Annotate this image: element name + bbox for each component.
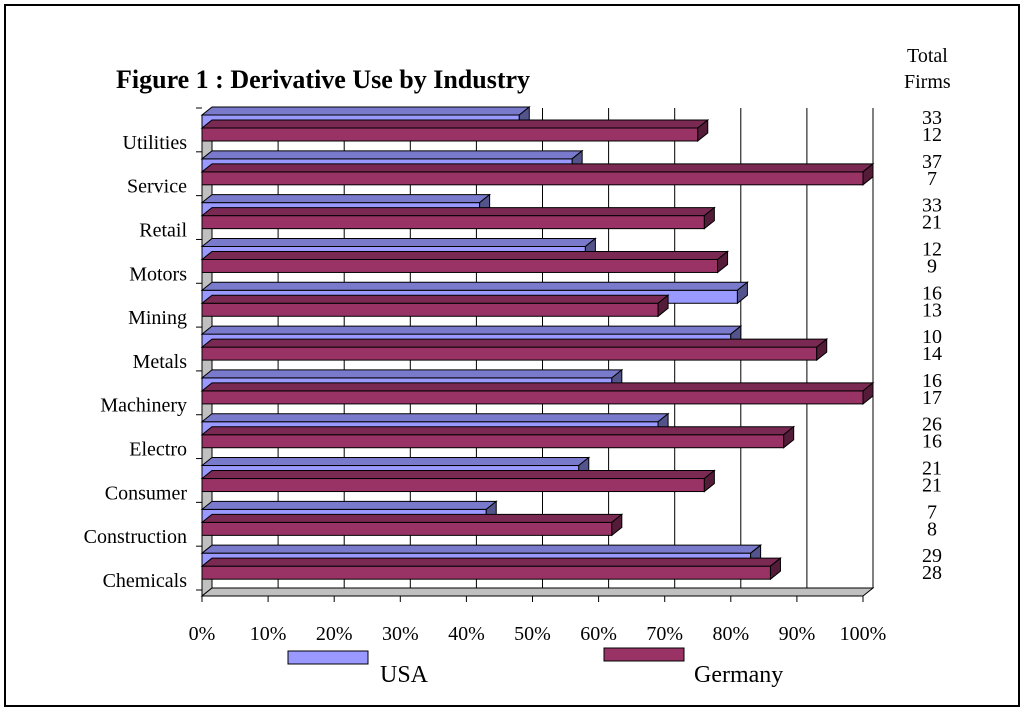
x-tick-label: 70% [646, 623, 683, 645]
category-label: Metals [133, 351, 188, 373]
x-tick-label: 10% [250, 623, 287, 645]
firm-count-germany: 9 [927, 255, 937, 277]
firm-count-usa: 10 [922, 326, 942, 348]
category-label: Motors [129, 263, 187, 285]
firm-count-usa: 7 [927, 501, 937, 523]
chart-frame [4, 4, 1020, 707]
x-tick-label: 90% [779, 623, 816, 645]
chart-title: Figure 1 : Derivative Use by Industry [116, 65, 530, 94]
category-label: Machinery [100, 395, 187, 417]
firm-count-usa: 29 [922, 545, 942, 567]
bar-germany-metals [200, 338, 829, 362]
total-firms-header-line2: Firms [904, 71, 951, 93]
firm-count-usa: 16 [922, 282, 942, 304]
firm-count-usa: 16 [922, 370, 942, 392]
legend-label-germany: Germany [694, 662, 783, 688]
firm-count-usa: 12 [922, 238, 942, 260]
x-tick-label: 50% [514, 623, 551, 645]
bar-germany-machinery [200, 381, 875, 405]
firm-count-germany: 14 [922, 343, 942, 365]
bar-germany-chemicals [200, 557, 782, 581]
x-tick-label: 60% [580, 623, 617, 645]
firm-count-germany: 16 [922, 431, 942, 453]
bar-germany-electro [200, 425, 796, 449]
plot-area: 0% 10% 20% 30% 40% 50% 60% 70% 80% 90% 100% Utiliti… [84, 105, 942, 645]
firm-count-germany: 28 [922, 562, 942, 584]
firm-count-germany: 17 [922, 387, 942, 409]
firm-count-usa: 33 [922, 107, 942, 129]
bar-germany-mining [200, 294, 670, 318]
firm-count-usa: 21 [922, 458, 942, 480]
firm-count-usa: 26 [922, 414, 942, 436]
category-label: Service [127, 176, 187, 198]
category-label: Mining [128, 307, 187, 329]
category-label: Consumer [105, 482, 188, 504]
x-tick-label: 100% [840, 623, 887, 645]
x-tick-label: 20% [316, 623, 353, 645]
bar-germany-construction [200, 513, 624, 537]
legend: USA Germany [287, 647, 783, 688]
x-tick-label: 30% [382, 623, 419, 645]
legend-swatch-germany [603, 647, 685, 662]
bar-germany-consumer [200, 469, 716, 493]
bar-germany-utilities [200, 118, 710, 143]
total-firms-header-line1: Total [907, 45, 948, 67]
floor [200, 587, 875, 597]
x-tick-label: 40% [448, 623, 485, 645]
firm-count-usa: 37 [922, 151, 942, 173]
firm-count-germany: 21 [922, 475, 942, 497]
category-label: Chemicals [103, 570, 188, 592]
x-tick-label: 80% [712, 623, 749, 645]
category-label: Construction [84, 526, 187, 548]
legend-swatch-usa [287, 650, 369, 665]
category-label: Retail [139, 219, 187, 241]
legend-label-usa: USA [380, 662, 429, 688]
firm-count-germany: 12 [922, 124, 942, 146]
bar-germany-motors [200, 250, 730, 274]
bar-germany-retail [200, 206, 716, 230]
x-tick-label: 0% [189, 623, 216, 645]
category-label: Utilities [123, 132, 188, 154]
firm-count-germany: 8 [927, 518, 937, 540]
firm-count-usa: 33 [922, 195, 942, 217]
firm-count-germany: 13 [922, 299, 942, 321]
firm-count-germany: 21 [922, 212, 942, 234]
firm-count-germany: 7 [927, 168, 937, 190]
category-label: Electro [129, 439, 187, 461]
bar-germany-service [200, 162, 875, 186]
